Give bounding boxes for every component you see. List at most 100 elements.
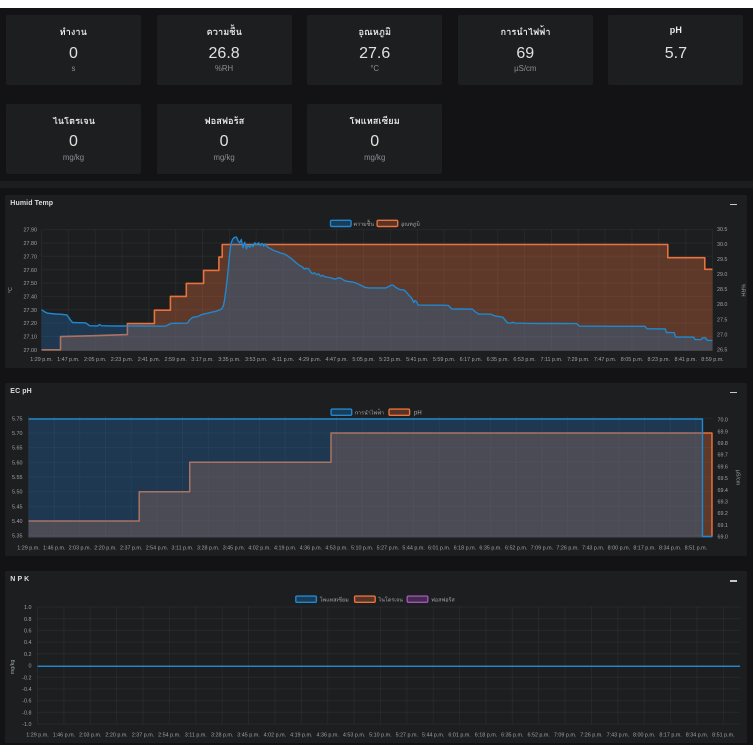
svg-text:8:17 p.m.: 8:17 p.m. — [659, 733, 681, 739]
svg-text:3:17 p.m.: 3:17 p.m. — [191, 357, 213, 363]
svg-text:8:00 p.m.: 8:00 p.m. — [607, 545, 629, 551]
svg-text:69.5: 69.5 — [717, 476, 727, 482]
svg-text:0.6: 0.6 — [24, 628, 31, 634]
svg-text:69.7: 69.7 — [717, 452, 727, 458]
svg-text:6:35 p.m.: 6:35 p.m. — [486, 357, 508, 363]
svg-text:8:23 p.m.: 8:23 p.m. — [647, 357, 669, 363]
svg-text:8:41 p.m.: 8:41 p.m. — [674, 357, 696, 363]
svg-text:7:09 p.m.: 7:09 p.m. — [530, 545, 552, 551]
svg-text:4:19 p.m.: 4:19 p.m. — [290, 733, 312, 739]
svg-text:29.0: 29.0 — [716, 272, 726, 278]
svg-text:27.10: 27.10 — [23, 334, 36, 340]
svg-text:27.5: 27.5 — [716, 317, 726, 323]
svg-text:3:45 p.m.: 3:45 p.m. — [222, 545, 244, 551]
svg-text:4:53 p.m.: 4:53 p.m. — [325, 545, 347, 551]
svg-text:8:59 p.m.: 8:59 p.m. — [701, 357, 723, 363]
svg-text:0.4: 0.4 — [24, 640, 31, 646]
svg-text:30.5: 30.5 — [716, 227, 726, 233]
svg-text:8:34 p.m.: 8:34 p.m. — [685, 733, 707, 739]
svg-text:7:26 p.m.: 7:26 p.m. — [580, 733, 602, 739]
svg-text:5.75: 5.75 — [12, 416, 22, 422]
svg-text:7:29 p.m.: 7:29 p.m. — [567, 357, 589, 363]
svg-text:5.60: 5.60 — [12, 460, 22, 466]
svg-text:27.70: 27.70 — [23, 254, 36, 260]
svg-text:27.20: 27.20 — [23, 321, 36, 327]
svg-text:pH: pH — [413, 410, 421, 416]
svg-text:5:23 p.m.: 5:23 p.m. — [379, 357, 401, 363]
svg-text:2:54 p.m.: 2:54 p.m. — [145, 545, 167, 551]
svg-text:0.2: 0.2 — [24, 652, 31, 658]
svg-text:4:11 p.m.: 4:11 p.m. — [272, 357, 294, 363]
svg-text:8:51 p.m.: 8:51 p.m. — [684, 545, 706, 551]
svg-text:5:27 p.m.: 5:27 p.m. — [376, 545, 398, 551]
svg-text:2:54 p.m.: 2:54 p.m. — [158, 733, 180, 739]
svg-text:0: 0 — [28, 664, 31, 670]
svg-text:1:29 p.m.: 1:29 p.m. — [26, 733, 48, 739]
svg-text:3:28 p.m.: 3:28 p.m. — [210, 733, 232, 739]
svg-text:2:20 p.m.: 2:20 p.m. — [105, 733, 127, 739]
svg-text:3:45 p.m.: 3:45 p.m. — [237, 733, 259, 739]
svg-text:3:35 p.m.: 3:35 p.m. — [218, 357, 240, 363]
svg-text:69.0: 69.0 — [717, 534, 727, 540]
svg-text:6:35 p.m.: 6:35 p.m. — [479, 545, 501, 551]
svg-text:8:05 p.m.: 8:05 p.m. — [620, 357, 642, 363]
svg-text:5.40: 5.40 — [12, 518, 22, 524]
svg-text:0.8: 0.8 — [24, 617, 31, 623]
svg-text:27.40: 27.40 — [23, 294, 36, 300]
svg-text:7:47 p.m.: 7:47 p.m. — [593, 357, 615, 363]
svg-text:-0.8: -0.8 — [22, 710, 31, 716]
svg-text:2:03 p.m.: 2:03 p.m. — [79, 733, 101, 739]
svg-text:5.50: 5.50 — [12, 489, 22, 495]
svg-text:7:43 p.m.: 7:43 p.m. — [581, 545, 603, 551]
svg-text:1:46 p.m.: 1:46 p.m. — [52, 733, 74, 739]
svg-text:2:05 p.m.: 2:05 p.m. — [84, 357, 106, 363]
svg-text:27.90: 27.90 — [23, 227, 36, 233]
svg-text:µS/cm: µS/cm — [734, 469, 740, 485]
svg-text:-0.2: -0.2 — [22, 675, 31, 681]
svg-text:7:11 p.m.: 7:11 p.m. — [540, 357, 562, 363]
svg-text:7:09 p.m.: 7:09 p.m. — [553, 733, 575, 739]
svg-text:27.50: 27.50 — [23, 281, 36, 287]
svg-text:69.4: 69.4 — [717, 487, 727, 493]
svg-text:8:51 p.m.: 8:51 p.m. — [712, 733, 734, 739]
svg-text:27.80: 27.80 — [23, 241, 36, 247]
svg-text:6:18 p.m.: 6:18 p.m. — [453, 545, 475, 551]
svg-text:3:11 p.m.: 3:11 p.m. — [184, 733, 206, 739]
svg-text:5.45: 5.45 — [12, 504, 22, 510]
svg-text:6:35 p.m.: 6:35 p.m. — [501, 733, 523, 739]
svg-text:mg/kg: mg/kg — [10, 660, 16, 675]
svg-text:4:19 p.m.: 4:19 p.m. — [273, 545, 295, 551]
svg-text:5:05 p.m.: 5:05 p.m. — [352, 357, 374, 363]
svg-text:3:53 p.m.: 3:53 p.m. — [244, 357, 266, 363]
svg-text:5:10 p.m.: 5:10 p.m. — [369, 733, 391, 739]
svg-text:7:26 p.m.: 7:26 p.m. — [556, 545, 578, 551]
svg-text:6:52 p.m.: 6:52 p.m. — [504, 545, 526, 551]
svg-text:5:44 p.m.: 5:44 p.m. — [421, 733, 443, 739]
svg-text:3:11 p.m.: 3:11 p.m. — [171, 545, 193, 551]
svg-text:69.8: 69.8 — [717, 440, 727, 446]
svg-text:1.0: 1.0 — [24, 605, 31, 611]
svg-text:2:03 p.m.: 2:03 p.m. — [68, 545, 90, 551]
svg-text:27.30: 27.30 — [23, 308, 36, 314]
svg-text:-1.0: -1.0 — [22, 722, 31, 728]
svg-text:3:28 p.m.: 3:28 p.m. — [196, 545, 218, 551]
svg-text:6:01 p.m.: 6:01 p.m. — [448, 733, 470, 739]
svg-text:6:18 p.m.: 6:18 p.m. — [474, 733, 496, 739]
svg-text:5.35: 5.35 — [12, 533, 22, 539]
svg-text:4:29 p.m.: 4:29 p.m. — [298, 357, 320, 363]
svg-text:4:36 p.m.: 4:36 p.m. — [316, 733, 338, 739]
svg-text:5:10 p.m.: 5:10 p.m. — [350, 545, 372, 551]
svg-text:29.5: 29.5 — [716, 257, 726, 263]
svg-text:30.0: 30.0 — [716, 242, 726, 248]
svg-text:5.65: 5.65 — [12, 445, 22, 451]
svg-text:6:17 p.m.: 6:17 p.m. — [459, 357, 481, 363]
svg-text:7:43 p.m.: 7:43 p.m. — [606, 733, 628, 739]
svg-text:27.0: 27.0 — [716, 332, 726, 338]
svg-text:69.6: 69.6 — [717, 464, 727, 470]
svg-text:4:02 p.m.: 4:02 p.m. — [248, 545, 270, 551]
svg-text:-0.4: -0.4 — [22, 687, 31, 693]
svg-text:4:53 p.m.: 4:53 p.m. — [342, 733, 364, 739]
svg-text:2:20 p.m.: 2:20 p.m. — [94, 545, 116, 551]
svg-text:4:47 p.m.: 4:47 p.m. — [325, 357, 347, 363]
svg-text:4:02 p.m.: 4:02 p.m. — [263, 733, 285, 739]
